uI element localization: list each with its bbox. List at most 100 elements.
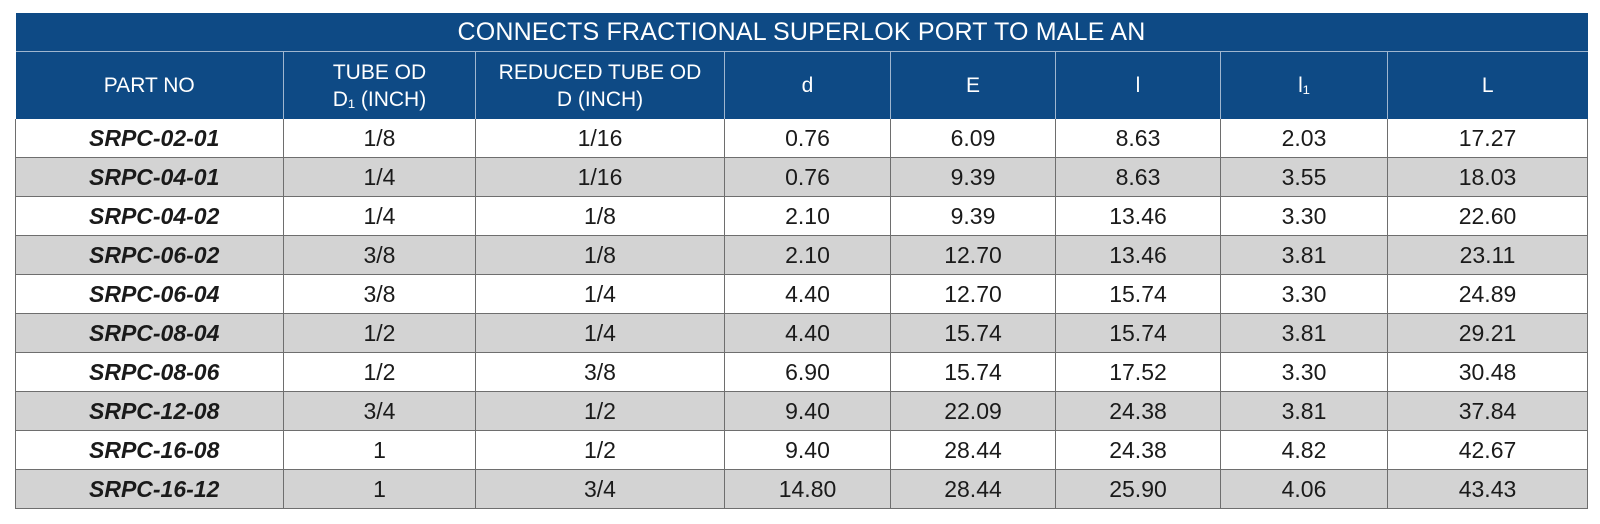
- value-cell-d: 4.40: [724, 274, 891, 314]
- value-cell-l-total: 29.21: [1387, 313, 1588, 353]
- value-cell-tube-od: 1/8: [283, 119, 476, 158]
- value-cell-tube-od: 1/4: [283, 157, 476, 197]
- value-cell-reduced-tube-od: 3/8: [475, 352, 725, 392]
- value-cell-tube-od: 1/2: [283, 313, 476, 353]
- column-header-l1: l₁: [1220, 51, 1388, 119]
- column-header-part-no: PART NO: [15, 51, 284, 119]
- table-row: SRPC-16-08 1 1/2 9.40 28.44 24.38 4.82 42.67: [15, 430, 1588, 470]
- value-cell-l1: 3.81: [1220, 391, 1388, 431]
- value-cell-l1: 3.30: [1220, 274, 1388, 314]
- value-cell-d: 6.90: [724, 352, 891, 392]
- value-cell-d: 0.76: [724, 119, 891, 158]
- value-cell-l: 15.74: [1055, 313, 1221, 353]
- value-cell-l: 13.46: [1055, 235, 1221, 275]
- value-cell-reduced-tube-od: 1/4: [475, 313, 725, 353]
- column-header-line1: L: [1481, 74, 1494, 97]
- value-cell-l-total: 22.60: [1387, 196, 1588, 236]
- column-header-d: d: [724, 51, 891, 119]
- value-cell-d: 2.10: [724, 235, 891, 275]
- column-header-row: PART NO TUBE OD D₁ (INCH) REDUCED TUBE OD D …: [15, 51, 1588, 119]
- value-cell-l: 25.90: [1055, 469, 1221, 509]
- part-number-cell: SRPC-04-02: [15, 196, 284, 236]
- value-cell-e: 28.44: [890, 469, 1056, 509]
- value-cell-e: 15.74: [890, 352, 1056, 392]
- value-cell-e: 12.70: [890, 274, 1056, 314]
- value-cell-l1: 3.81: [1220, 313, 1388, 353]
- value-cell-l-total: 24.89: [1387, 274, 1588, 314]
- value-cell-reduced-tube-od: 1/8: [475, 235, 725, 275]
- value-cell-l-total: 17.27: [1387, 119, 1588, 158]
- part-number-cell: SRPC-16-12: [15, 469, 284, 509]
- value-cell-l1: 4.82: [1220, 430, 1388, 470]
- value-cell-l-total: 37.84: [1387, 391, 1588, 431]
- value-cell-l-total: 43.43: [1387, 469, 1588, 509]
- value-cell-tube-od: 1: [283, 430, 476, 470]
- table-row: SRPC-06-02 3/8 1/8 2.10 12.70 13.46 3.81 23.11: [15, 235, 1588, 275]
- value-cell-e: 9.39: [890, 157, 1056, 197]
- value-cell-d: 9.40: [724, 430, 891, 470]
- column-header-line2: D₁ (INCH): [332, 87, 427, 111]
- value-cell-reduced-tube-od: 1/16: [475, 119, 725, 158]
- table-row: SRPC-08-04 1/2 1/4 4.40 15.74 15.74 3.81 29.21: [15, 313, 1588, 353]
- value-cell-l1: 2.03: [1220, 119, 1388, 158]
- column-header-line1: PART NO: [103, 74, 195, 97]
- value-cell-d: 14.80: [724, 469, 891, 509]
- table-row: SRPC-04-02 1/4 1/8 2.10 9.39 13.46 3.30 22.60: [15, 196, 1588, 236]
- value-cell-reduced-tube-od: 1/8: [475, 196, 725, 236]
- value-cell-l: 8.63: [1055, 119, 1221, 158]
- table-row: SRPC-06-04 3/8 1/4 4.40 12.70 15.74 3.30 24.89: [15, 274, 1588, 314]
- value-cell-l1: 3.30: [1220, 352, 1388, 392]
- table-body: SRPC-02-01 1/8 1/16 0.76 6.09 8.63 2.03 17.27 SR…: [15, 119, 1588, 509]
- value-cell-l-total: 42.67: [1387, 430, 1588, 470]
- column-header-line1: TUBE OD: [332, 60, 427, 84]
- value-cell-l: 15.74: [1055, 274, 1221, 314]
- table-title: CONNECTS FRACTIONAL SUPERLOK PORT TO MAL…: [15, 13, 1588, 52]
- value-cell-reduced-tube-od: 3/4: [475, 469, 725, 509]
- column-header-line1: E: [965, 74, 980, 97]
- value-cell-l: 13.46: [1055, 196, 1221, 236]
- column-header-reduced-tube-od: REDUCED TUBE OD D (INCH): [475, 51, 725, 119]
- value-cell-d: 0.76: [724, 157, 891, 197]
- spec-table: CONNECTS FRACTIONAL SUPERLOK PORT TO MAL…: [15, 13, 1588, 509]
- value-cell-l: 24.38: [1055, 391, 1221, 431]
- value-cell-reduced-tube-od: 1/4: [475, 274, 725, 314]
- value-cell-e: 12.70: [890, 235, 1056, 275]
- part-number-cell: SRPC-12-08: [15, 391, 284, 431]
- spec-table-container: CONNECTS FRACTIONAL SUPERLOK PORT TO MAL…: [15, 13, 1588, 513]
- value-cell-l-total: 18.03: [1387, 157, 1588, 197]
- column-header-tube-od: TUBE OD D₁ (INCH): [283, 51, 476, 119]
- column-header-line1: REDUCED TUBE OD: [498, 60, 702, 84]
- column-header-line1: l₁: [1298, 74, 1310, 97]
- value-cell-e: 22.09: [890, 391, 1056, 431]
- table-row: SRPC-08-06 1/2 3/8 6.90 15.74 17.52 3.30 30.48: [15, 352, 1588, 392]
- part-number-cell: SRPC-16-08: [15, 430, 284, 470]
- column-header-line1: d: [801, 74, 814, 97]
- part-number-cell: SRPC-02-01: [15, 119, 284, 158]
- value-cell-l1: 4.06: [1220, 469, 1388, 509]
- value-cell-d: 4.40: [724, 313, 891, 353]
- column-header-l: l: [1055, 51, 1221, 119]
- value-cell-tube-od: 1/2: [283, 352, 476, 392]
- value-cell-e: 9.39: [890, 196, 1056, 236]
- value-cell-l1: 3.81: [1220, 235, 1388, 275]
- table-row: SRPC-12-08 3/4 1/2 9.40 22.09 24.38 3.81 37.84: [15, 391, 1588, 431]
- value-cell-l-total: 23.11: [1387, 235, 1588, 275]
- value-cell-e: 6.09: [890, 119, 1056, 158]
- part-number-cell: SRPC-08-04: [15, 313, 284, 353]
- value-cell-tube-od: 1/4: [283, 196, 476, 236]
- value-cell-d: 9.40: [724, 391, 891, 431]
- value-cell-l1: 3.55: [1220, 157, 1388, 197]
- value-cell-l-total: 30.48: [1387, 352, 1588, 392]
- part-number-cell: SRPC-06-04: [15, 274, 284, 314]
- value-cell-tube-od: 3/8: [283, 235, 476, 275]
- value-cell-tube-od: 3/8: [283, 274, 476, 314]
- column-header-l-total: L: [1387, 51, 1588, 119]
- table-row: SRPC-04-01 1/4 1/16 0.76 9.39 8.63 3.55 18.03: [15, 157, 1588, 197]
- value-cell-tube-od: 1: [283, 469, 476, 509]
- value-cell-e: 15.74: [890, 313, 1056, 353]
- value-cell-d: 2.10: [724, 196, 891, 236]
- value-cell-l: 17.52: [1055, 352, 1221, 392]
- value-cell-reduced-tube-od: 1/2: [475, 391, 725, 431]
- value-cell-reduced-tube-od: 1/2: [475, 430, 725, 470]
- part-number-cell: SRPC-08-06: [15, 352, 284, 392]
